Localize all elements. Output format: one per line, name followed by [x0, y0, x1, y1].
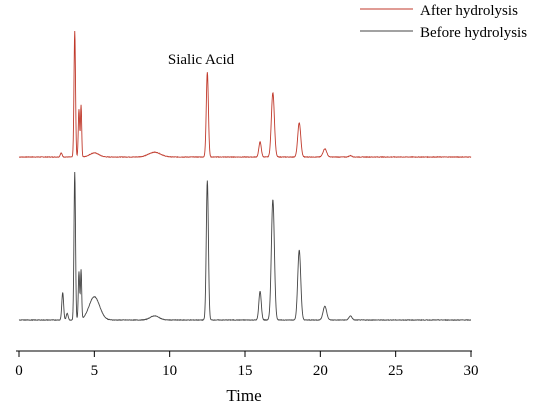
series-line-0 — [18, 31, 472, 159]
traces-group — [18, 31, 472, 322]
x-axis-title: Time — [226, 386, 261, 405]
legend: After hydrolysis Before hydrolysis — [360, 3, 527, 41]
x-tick-label: 15 — [238, 363, 253, 379]
x-tick-label: 5 — [91, 363, 99, 379]
series-line-1 — [18, 172, 472, 322]
x-tick-label: 0 — [15, 363, 23, 379]
legend-label-before-hydrolysis: Before hydrolysis — [420, 25, 527, 41]
legend-label-after-hydrolysis: After hydrolysis — [420, 3, 518, 19]
x-tick-label: 30 — [464, 363, 479, 379]
x-tick-label: 25 — [388, 363, 403, 379]
sialic-acid-annotation: Sialic Acid — [168, 52, 235, 68]
x-tick-label: 10 — [162, 363, 177, 379]
x-tick-label: 20 — [313, 363, 328, 379]
x-axis-ticks: 0 5 10 15 20 25 30 — [15, 351, 479, 379]
